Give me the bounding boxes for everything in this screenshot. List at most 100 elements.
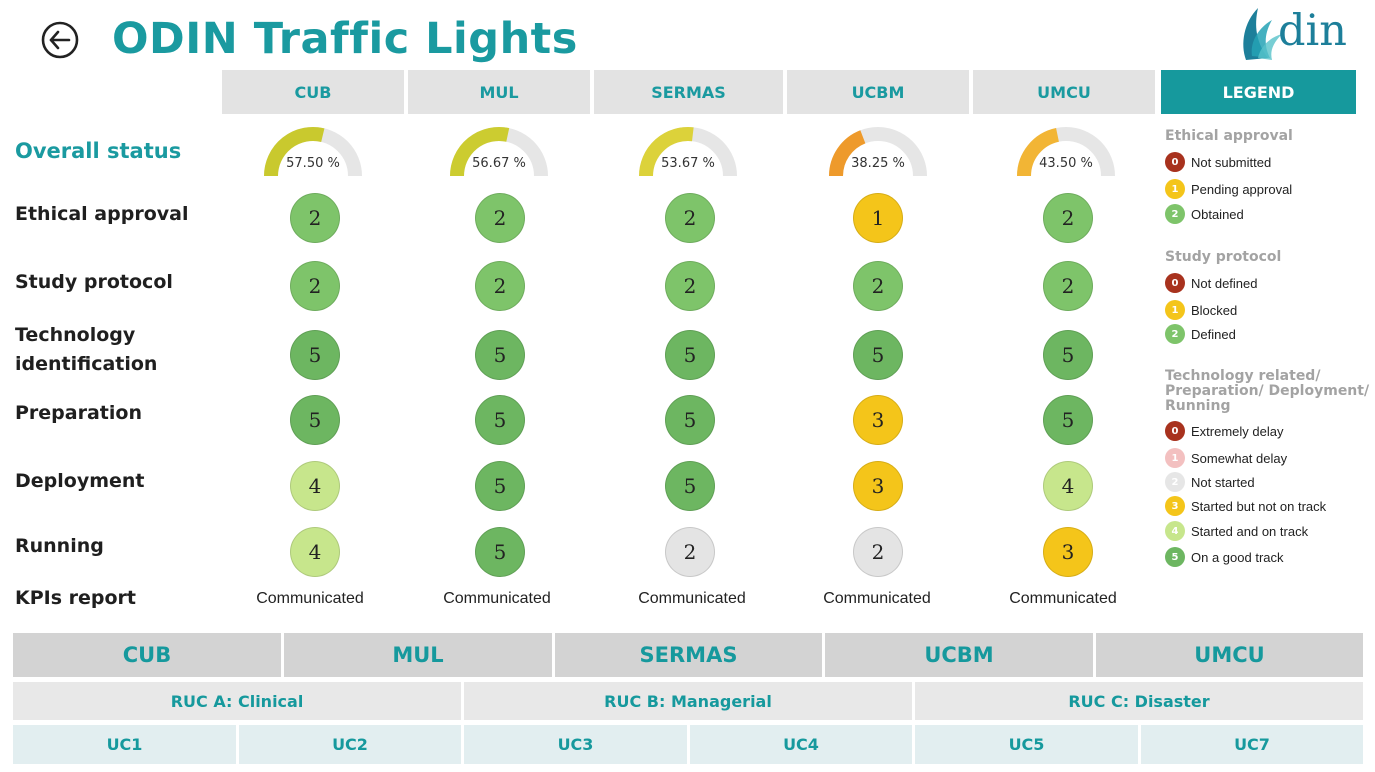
legend-item: 1 Blocked bbox=[1165, 300, 1237, 320]
gauge-sermas: 53.67 % bbox=[633, 120, 743, 182]
legend-item-label: On a good track bbox=[1191, 549, 1284, 565]
uc-2: UC2 bbox=[239, 725, 461, 764]
gauge-value: 56.67 % bbox=[472, 156, 526, 171]
col-header-mul: MUL bbox=[408, 70, 590, 114]
kpi-cub: Communicated bbox=[256, 590, 364, 607]
uc-7: UC7 bbox=[1141, 725, 1363, 764]
kpi-mul: Communicated bbox=[443, 590, 551, 607]
legend-dot: 2 bbox=[1165, 324, 1185, 344]
status-circle-running-mul: 5 bbox=[475, 527, 525, 577]
back-arrow-icon[interactable] bbox=[40, 20, 80, 60]
legend-item: 0 Extremely delay bbox=[1165, 421, 1283, 441]
logo-text: din bbox=[1278, 6, 1347, 56]
gauge-cub: 57.50 % bbox=[258, 120, 368, 182]
legend-item-label: Not defined bbox=[1191, 275, 1258, 291]
legend-tech-title-line1: Technology related/ bbox=[1165, 368, 1321, 384]
legend-item: 2 Obtained bbox=[1165, 204, 1244, 224]
bottom-site-ucbm: UCBM bbox=[825, 633, 1093, 677]
gauge-arc-svg bbox=[450, 127, 548, 177]
status-circle-ethical-mul: 2 bbox=[475, 193, 525, 243]
row-label-overall-status: Overall status bbox=[15, 139, 182, 163]
legend-item-label: Pending approval bbox=[1191, 181, 1293, 197]
status-circle-ethical-sermas: 2 bbox=[665, 193, 715, 243]
col-header-legend: LEGEND bbox=[1161, 70, 1356, 114]
gauge-arc-svg bbox=[264, 127, 362, 177]
gauge-arc-svg bbox=[829, 127, 927, 177]
legend-dot: 1 bbox=[1165, 300, 1185, 320]
col-header-cub: CUB bbox=[222, 70, 404, 114]
bottom-site-cub: CUB bbox=[13, 633, 281, 677]
legend-ethical-title: Ethical approval bbox=[1165, 128, 1293, 144]
legend-tech-title-line2: Preparation/ Deployment/ bbox=[1165, 383, 1370, 399]
gauge-value: 43.50 % bbox=[1039, 156, 1093, 171]
status-circle-deployment-sermas: 5 bbox=[665, 461, 715, 511]
kpi-sermas: Communicated bbox=[638, 590, 746, 607]
legend-item: 1 Somewhat delay bbox=[1165, 448, 1287, 468]
status-circle-protocol-mul: 2 bbox=[475, 261, 525, 311]
gauge-umcu: 43.50 % bbox=[1011, 120, 1121, 182]
col-header-umcu: UMCU bbox=[973, 70, 1155, 114]
row-label-ethical-approval: Ethical approval bbox=[15, 203, 189, 225]
legend-item: 3 Started but not on track bbox=[1165, 496, 1326, 516]
gauge-fill bbox=[639, 127, 694, 177]
legend-item-label: Extremely delay bbox=[1191, 423, 1284, 439]
legend-item-label: Defined bbox=[1191, 326, 1236, 342]
status-circle-deployment-cub: 4 bbox=[290, 461, 340, 511]
legend-dot: 0 bbox=[1165, 152, 1185, 172]
legend-item-label: Not submitted bbox=[1191, 154, 1272, 170]
ruc-a: RUC A: Clinical bbox=[13, 682, 461, 720]
legend-item: 0 Not defined bbox=[1165, 273, 1258, 293]
col-header-sermas: SERMAS bbox=[594, 70, 783, 114]
legend-dot: 3 bbox=[1165, 496, 1185, 516]
status-circle-running-ucbm: 2 bbox=[853, 527, 903, 577]
status-circle-deployment-ucbm: 3 bbox=[853, 461, 903, 511]
legend-dot: 5 bbox=[1165, 547, 1185, 567]
status-circle-technology-mul: 5 bbox=[475, 330, 525, 380]
gauge-fill bbox=[450, 127, 510, 177]
legend-dot: 0 bbox=[1165, 273, 1185, 293]
status-circle-protocol-cub: 2 bbox=[290, 261, 340, 311]
legend-protocol-title: Study protocol bbox=[1165, 249, 1282, 265]
gauge-arc-svg bbox=[639, 127, 737, 177]
gauge-value: 53.67 % bbox=[661, 156, 715, 171]
legend-item: 0 Not submitted bbox=[1165, 152, 1271, 172]
legend-item-label: Started and on track bbox=[1191, 523, 1309, 539]
legend-dot: 1 bbox=[1165, 179, 1185, 199]
gauge-value: 57.50 % bbox=[286, 156, 340, 171]
gauge-ucbm: 38.25 % bbox=[823, 120, 933, 182]
uc-3: UC3 bbox=[464, 725, 687, 764]
status-circle-running-umcu: 3 bbox=[1043, 527, 1093, 577]
gauge-fill bbox=[1017, 128, 1060, 177]
legend-item: 1 Pending approval bbox=[1165, 179, 1292, 199]
status-circle-ethical-ucbm: 1 bbox=[853, 193, 903, 243]
row-label-running: Running bbox=[15, 535, 104, 557]
legend-item-label: Started but not on track bbox=[1191, 498, 1327, 514]
legend-dot: 1 bbox=[1165, 448, 1185, 468]
gauge-value: 38.25 % bbox=[851, 156, 905, 171]
bottom-site-sermas: SERMAS bbox=[555, 633, 822, 677]
row-label-deployment: Deployment bbox=[15, 470, 145, 492]
status-circle-protocol-sermas: 2 bbox=[665, 261, 715, 311]
gauge-mul: 56.67 % bbox=[444, 120, 554, 182]
col-header-ucbm: UCBM bbox=[787, 70, 969, 114]
legend-item-label: Not started bbox=[1191, 474, 1255, 490]
status-circle-preparation-umcu: 5 bbox=[1043, 395, 1093, 445]
kpi-ucbm: Communicated bbox=[823, 590, 931, 607]
status-circle-technology-sermas: 5 bbox=[665, 330, 715, 380]
row-label-preparation: Preparation bbox=[15, 402, 142, 424]
gauge-fill bbox=[264, 127, 325, 177]
legend-tech-title-line3: Running bbox=[1165, 398, 1231, 414]
row-label-technology-line2: identification bbox=[15, 353, 158, 375]
gauge-fill bbox=[829, 130, 866, 177]
odin-logo: din bbox=[1238, 4, 1368, 62]
legend-dot: 2 bbox=[1165, 472, 1185, 492]
status-circle-technology-cub: 5 bbox=[290, 330, 340, 380]
status-circle-protocol-ucbm: 2 bbox=[853, 261, 903, 311]
legend-item: 2 Defined bbox=[1165, 324, 1236, 344]
legend-item: 5 On a good track bbox=[1165, 547, 1284, 567]
legend-dot: 4 bbox=[1165, 521, 1185, 541]
page-title: ODIN Traffic Lights bbox=[112, 14, 578, 64]
ruc-c: RUC C: Disaster bbox=[915, 682, 1363, 720]
legend-item-label: Somewhat delay bbox=[1191, 450, 1288, 466]
gauge-arc-svg bbox=[1017, 127, 1115, 177]
